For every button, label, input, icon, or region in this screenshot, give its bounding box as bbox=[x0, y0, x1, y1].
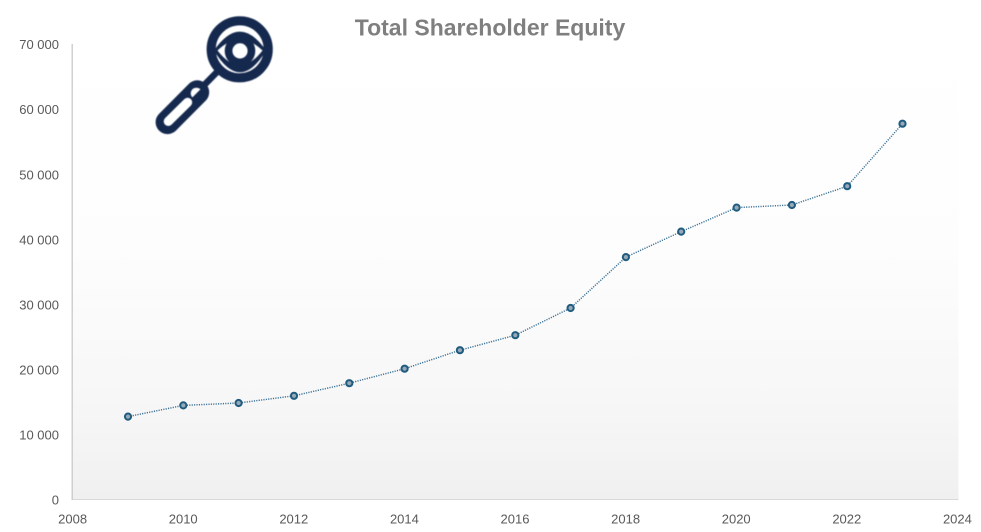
svg-text:20 000: 20 000 bbox=[19, 363, 59, 378]
svg-text:60 000: 60 000 bbox=[19, 102, 59, 117]
svg-text:2016: 2016 bbox=[501, 512, 530, 527]
svg-text:2008: 2008 bbox=[58, 512, 87, 527]
svg-text:2020: 2020 bbox=[722, 512, 751, 527]
svg-text:2024: 2024 bbox=[943, 512, 972, 527]
svg-text:2010: 2010 bbox=[169, 512, 198, 527]
svg-text:0: 0 bbox=[52, 493, 59, 508]
svg-text:Total Shareholder Equity: Total Shareholder Equity bbox=[355, 14, 626, 40]
svg-text:30 000: 30 000 bbox=[19, 297, 59, 312]
svg-text:2022: 2022 bbox=[832, 512, 861, 527]
svg-text:2014: 2014 bbox=[390, 512, 419, 527]
svg-text:40 000: 40 000 bbox=[19, 232, 59, 247]
svg-text:2018: 2018 bbox=[611, 512, 640, 527]
svg-text:50 000: 50 000 bbox=[19, 167, 59, 182]
svg-text:10 000: 10 000 bbox=[19, 428, 59, 443]
svg-text:70 000: 70 000 bbox=[19, 37, 59, 52]
svg-text:2012: 2012 bbox=[279, 512, 308, 527]
